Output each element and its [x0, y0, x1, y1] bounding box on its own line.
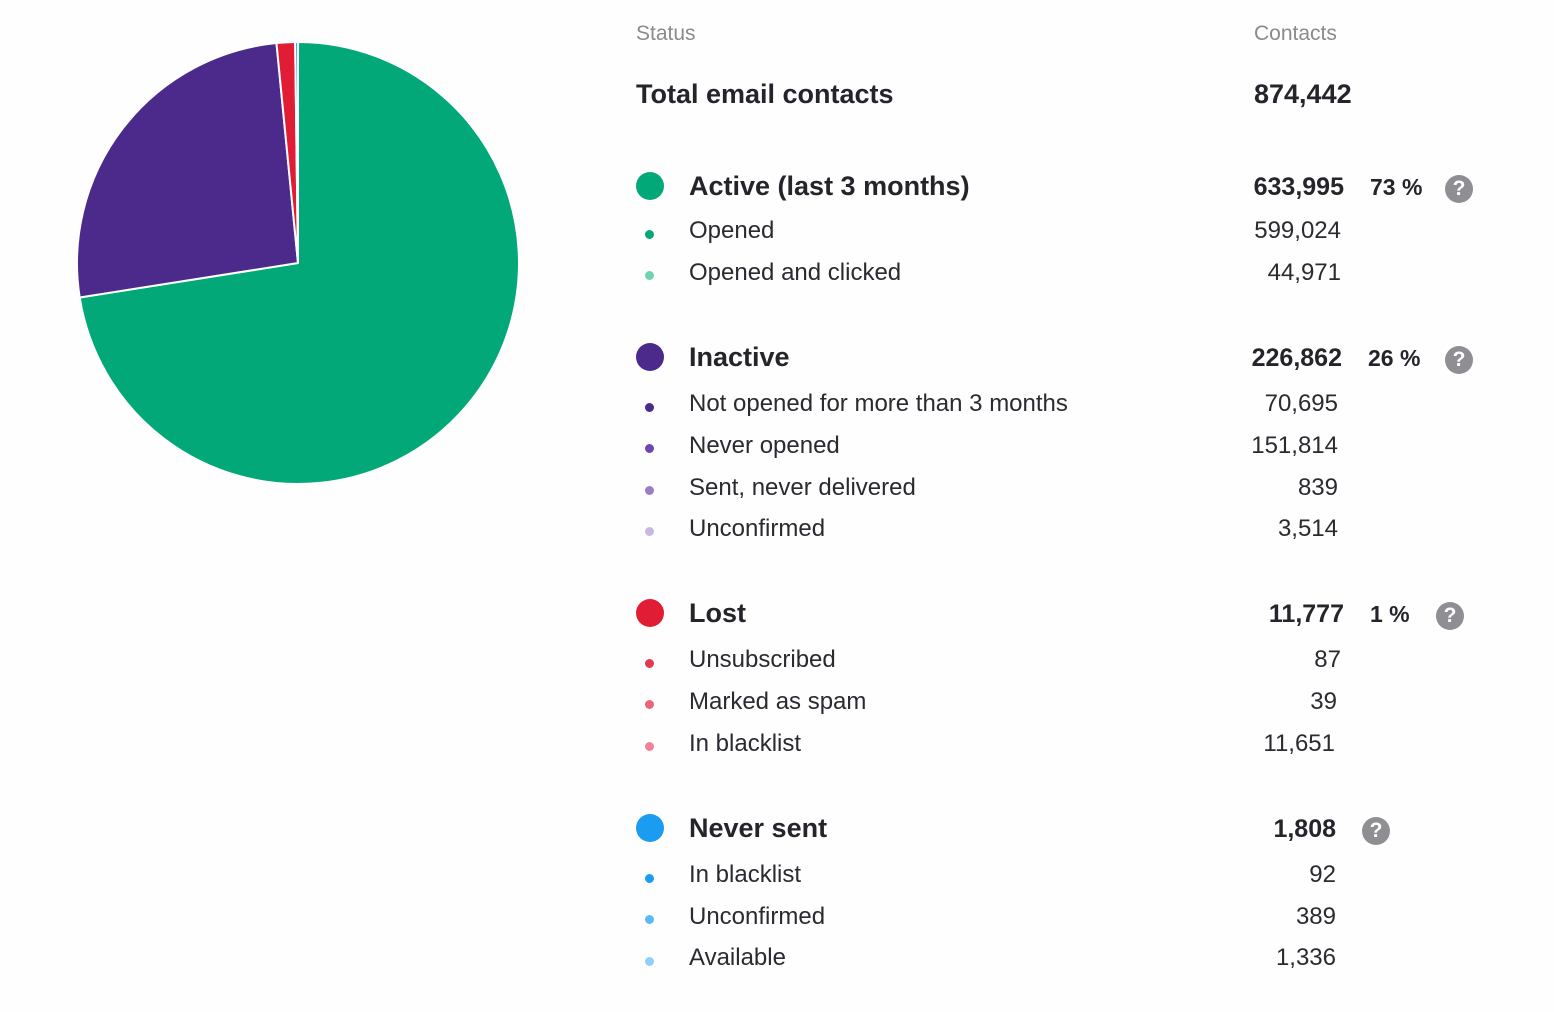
item-count-available: 1,336: [1275, 944, 1336, 971]
item-label-opened: Opened: [689, 217, 775, 244]
item-label-sent-never-delivered: Sent, never delivered: [689, 474, 916, 501]
never-sent-unconfirmed-dot: [645, 915, 654, 924]
lost-help-icon[interactable]: ?: [1436, 602, 1464, 630]
item-count-marked-as-spam: 39: [1310, 688, 1337, 715]
total-label: Total email contacts: [636, 79, 894, 109]
never-sent-help-icon[interactable]: ?: [1362, 817, 1390, 845]
marked-as-spam-dot: [645, 700, 654, 709]
not-opened-dot: [645, 403, 654, 412]
status-column-header: Status: [636, 22, 696, 45]
opened-and-clicked-dot: [645, 271, 654, 280]
pie-slice-inactive: [75, 42, 299, 299]
inactive-help-icon[interactable]: ?: [1445, 346, 1473, 374]
lost-legend-dot: [636, 599, 664, 627]
item-count-opened: 599,024: [1254, 217, 1341, 244]
item-count-not-opened: 70,695: [1264, 390, 1338, 417]
item-label-unsubscribed: Unsubscribed: [689, 646, 836, 673]
group-label-active: Active (last 3 months): [689, 171, 970, 201]
contacts-column-header: Contacts: [1254, 22, 1337, 45]
item-count-never-sent-in-blacklist: 92: [1309, 861, 1336, 888]
sent-never-delivered-dot: [645, 486, 654, 495]
group-label-never-sent: Never sent: [689, 813, 828, 843]
item-count-never-sent-unconfirmed: 389: [1295, 903, 1336, 930]
never-sent-in-blacklist-dot: [645, 874, 654, 883]
item-label-marked-as-spam: Marked as spam: [689, 688, 867, 715]
available-dot: [645, 957, 654, 966]
total-value: 874,442: [1254, 79, 1352, 109]
group-percent-active: 73 %: [1370, 174, 1423, 200]
group-count-inactive: 226,862: [1251, 344, 1342, 372]
group-label-inactive: Inactive: [689, 342, 790, 372]
item-count-never-opened: 151,814: [1251, 432, 1338, 459]
active-legend-dot: [636, 172, 664, 200]
item-count-unsubscribed: 87: [1314, 646, 1341, 673]
item-count-inactive-unconfirmed: 3,514: [1277, 515, 1338, 542]
pie-chart: [75, 41, 520, 485]
item-label-available: Available: [689, 944, 786, 971]
item-count-sent-never-delivered: 839: [1297, 474, 1338, 501]
item-label-never-sent-in-blacklist: In blacklist: [689, 861, 802, 888]
never-opened-dot: [645, 444, 654, 453]
group-percent-lost: 1 %: [1370, 601, 1410, 627]
unsubscribed-dot: [645, 659, 654, 668]
group-percent-inactive: 26 %: [1368, 345, 1421, 371]
item-label-never-opened: Never opened: [689, 432, 840, 459]
pie-slice-never-sent: [294, 41, 299, 264]
group-label-lost: Lost: [689, 598, 746, 628]
item-count-lost-in-blacklist: 11,651: [1263, 730, 1335, 757]
item-label-lost-in-blacklist: In blacklist: [689, 730, 802, 757]
item-label-not-opened: Not opened for more than 3 months: [689, 390, 1068, 417]
group-count-active: 633,995: [1253, 173, 1344, 201]
item-label-never-sent-unconfirmed: Unconfirmed: [689, 903, 826, 930]
inactive-unconfirmed-dot: [645, 527, 654, 536]
group-count-never-sent: 1,808: [1273, 815, 1336, 843]
item-label-opened-and-clicked: Opened and clicked: [689, 259, 902, 286]
lost-in-blacklist-dot: [645, 742, 654, 751]
active-help-icon[interactable]: ?: [1445, 175, 1473, 203]
pie-slice-active-last-3-months: [78, 41, 520, 485]
item-label-inactive-unconfirmed: Unconfirmed: [689, 515, 826, 542]
never-sent-legend-dot: [636, 814, 664, 842]
group-count-lost: 11,777: [1268, 600, 1344, 628]
item-count-opened-and-clicked: 44,971: [1267, 259, 1341, 286]
opened-dot: [645, 230, 654, 239]
inactive-legend-dot: [636, 343, 664, 371]
